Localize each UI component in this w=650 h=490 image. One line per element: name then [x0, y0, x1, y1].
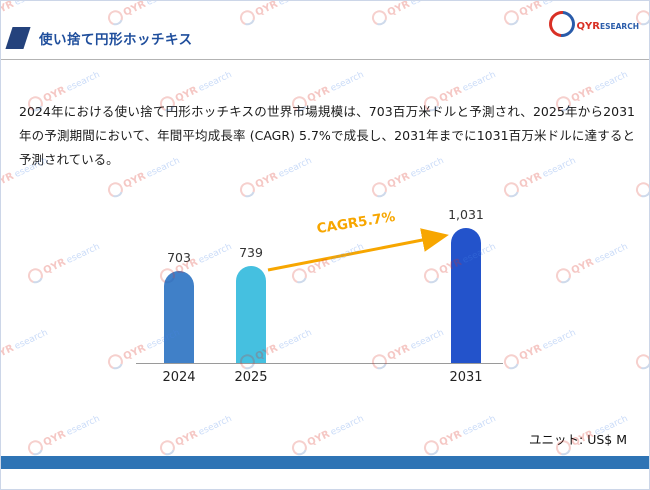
category-label-2024: 2024	[162, 370, 196, 385]
watermark-text-qyr: QYR	[385, 170, 412, 191]
watermark-text-qyr: QYR	[0, 342, 16, 363]
logo-swirl-icon	[543, 5, 580, 43]
watermark-swirl-icon	[289, 437, 310, 458]
watermark-swirl-icon	[633, 351, 649, 372]
qyresearch-logo: QYRESEARCH	[543, 5, 639, 43]
watermark-swirl-icon	[25, 437, 46, 458]
watermark-text-qyr: QYR	[121, 170, 148, 191]
watermark-text-qyr: QYR	[121, 0, 148, 19]
watermark-text-research: esearch	[65, 241, 102, 266]
watermark-text-qyr: QYR	[517, 170, 544, 191]
watermark-text-research: esearch	[593, 241, 630, 266]
logo-text-qyr: QYR	[576, 21, 600, 32]
watermark-text-research: esearch	[277, 1, 313, 8]
logo-text-research: ESEARCH	[599, 22, 639, 31]
watermark-text-qyr: QYR	[253, 170, 280, 191]
watermark-text-research: esearch	[13, 327, 50, 352]
watermark-text-qyr: QYR	[517, 0, 544, 19]
watermark-text-research: esearch	[197, 413, 234, 438]
watermark-swirl-icon	[105, 179, 126, 200]
page-title: 使い捨て円形ホッチキス	[39, 32, 193, 48]
watermark-text-qyr: QYR	[41, 256, 68, 277]
watermark-swirl-icon	[157, 437, 178, 458]
watermark-text-research: esearch	[461, 69, 498, 94]
watermark-text-qyr: QYR	[41, 428, 68, 449]
chart: CAGR5.7% 703 2024 739 2025 1,031 2031	[136, 201, 526, 396]
category-label-2031: 2031	[449, 370, 483, 385]
value-label-2024: 703	[167, 250, 191, 265]
watermark-text-qyr: QYR	[253, 0, 280, 19]
watermark-swirl-icon	[553, 265, 574, 286]
watermark-text-research: esearch	[329, 413, 366, 438]
bar-2024	[164, 271, 194, 363]
watermark-text-research: esearch	[65, 413, 102, 438]
header: 使い捨て円形ホッチキス	[1, 25, 649, 57]
watermark-text-qyr: QYR	[385, 0, 412, 19]
watermark-swirl-icon	[25, 265, 46, 286]
footer-bar	[1, 456, 649, 469]
watermark-swirl-icon	[421, 437, 442, 458]
watermark-text-research: esearch	[541, 1, 577, 8]
bar-2025	[236, 266, 266, 363]
header-divider	[1, 59, 649, 60]
cagr-annotation: CAGR5.7%	[315, 208, 397, 238]
watermark-text-research: esearch	[197, 69, 234, 94]
bar-2031	[451, 228, 481, 363]
x-axis-line	[136, 363, 503, 364]
watermark-swirl-icon	[633, 179, 649, 200]
value-label-2025: 739	[239, 245, 263, 260]
value-label-2031: 1,031	[448, 207, 484, 222]
watermark-swirl-icon	[237, 179, 258, 200]
watermark-text-research: esearch	[541, 327, 578, 352]
watermark-text-qyr: QYR	[437, 428, 464, 449]
category-label-2025: 2025	[234, 370, 268, 385]
watermark-text-qyr: QYR	[305, 428, 332, 449]
watermark-text-research: esearch	[13, 1, 49, 8]
watermark-swirl-icon	[105, 351, 126, 372]
logo-text: QYRESEARCH	[577, 16, 639, 32]
watermark-text-research: esearch	[145, 1, 181, 8]
watermark-text-qyr: QYR	[0, 170, 16, 191]
header-accent-shape	[5, 27, 31, 49]
watermark-text-qyr: QYR	[0, 0, 16, 19]
watermark-text-research: esearch	[409, 1, 445, 8]
watermark-text-research: esearch	[593, 69, 630, 94]
watermark-text-research: esearch	[329, 69, 366, 94]
watermark-text-qyr: QYR	[569, 256, 596, 277]
watermark-text-research: esearch	[65, 69, 102, 94]
unit-label: ユニット: US$ M	[529, 432, 627, 447]
watermark-text-qyr: QYR	[173, 428, 200, 449]
watermark-text-research: esearch	[461, 413, 498, 438]
watermark-swirl-icon	[501, 179, 522, 200]
summary-paragraph: 2024年における使い捨て円形ホッチキスの世界市場規模は、703百万米ドルと予測…	[19, 103, 635, 168]
watermark-swirl-icon	[369, 179, 390, 200]
